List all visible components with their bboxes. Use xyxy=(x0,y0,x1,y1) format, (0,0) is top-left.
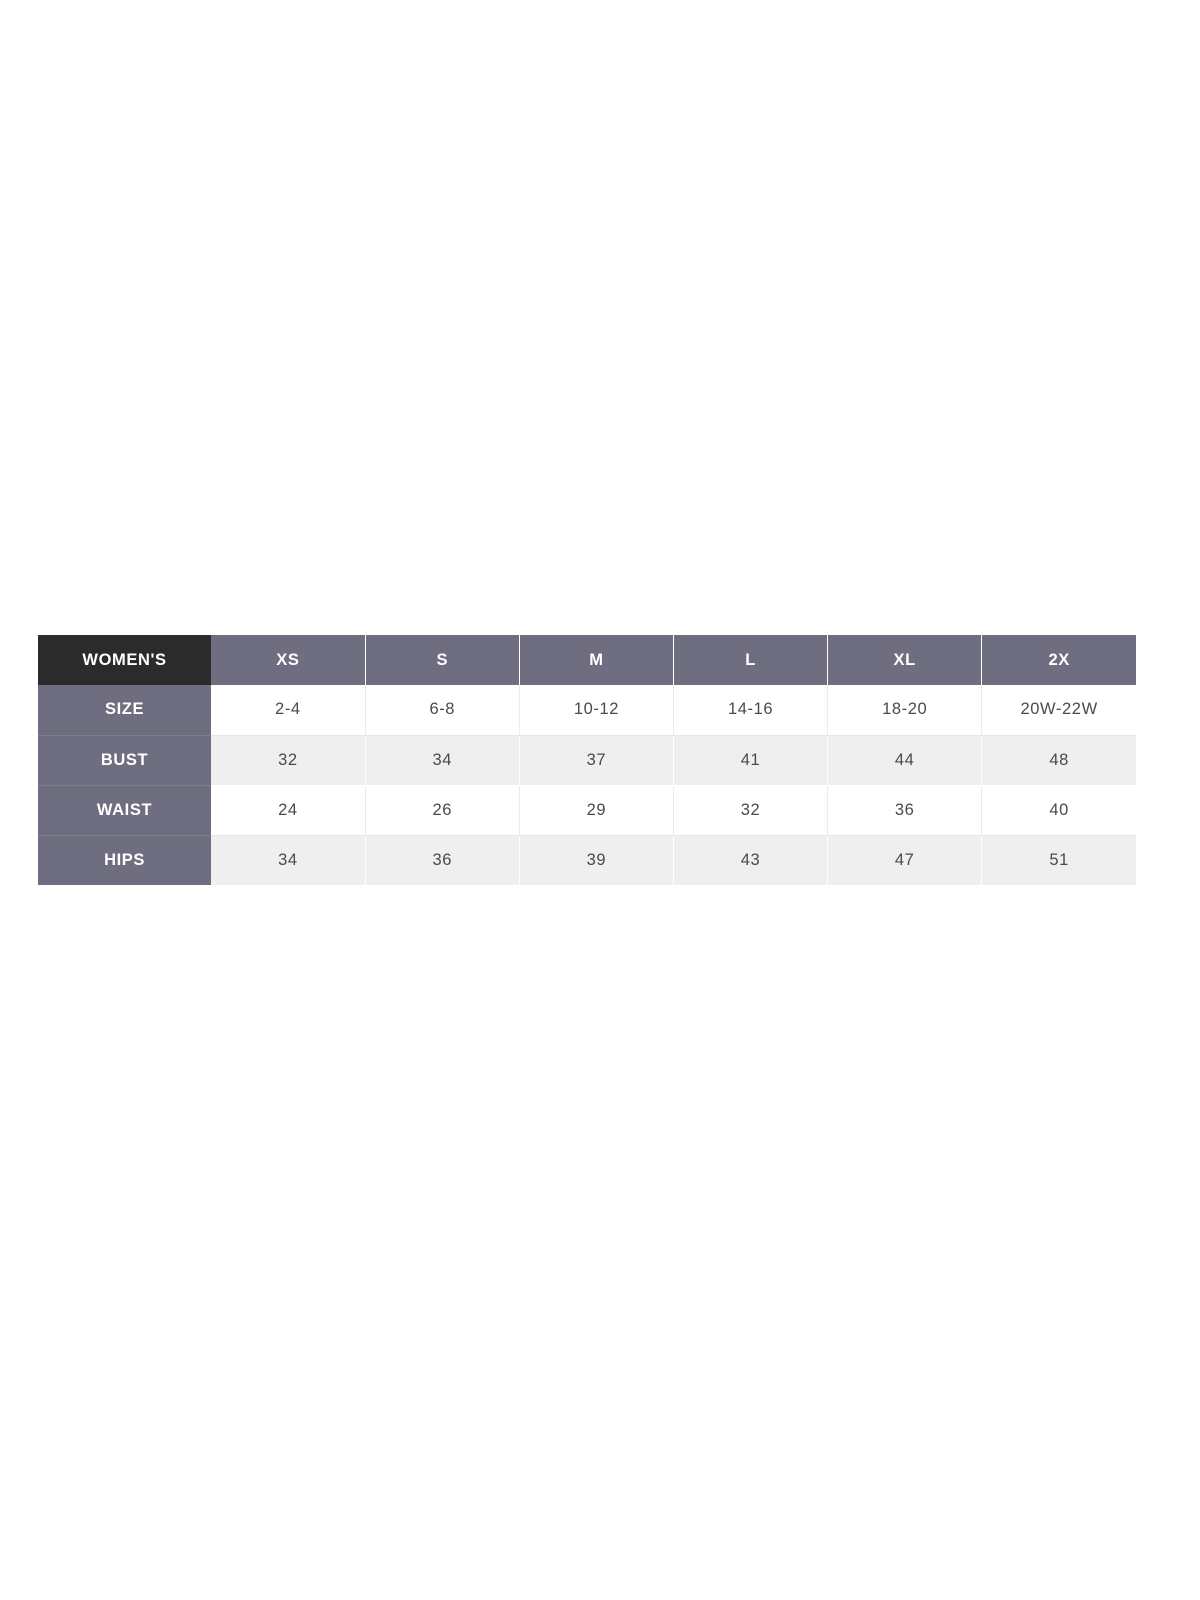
cell-hips-l: 43 xyxy=(673,835,829,886)
cell-size-s: 6-8 xyxy=(365,685,520,736)
cell-bust-s: 34 xyxy=(365,735,520,786)
cell-bust-l: 41 xyxy=(673,735,829,786)
table-row-hips: HIPS 34 36 39 43 47 51 xyxy=(38,835,1136,886)
cell-waist-2x: 40 xyxy=(981,785,1136,836)
table-row-size: SIZE 2-4 6-8 10-12 14-16 18-20 20W-22W xyxy=(38,685,1136,736)
row-label-bust: BUST xyxy=(38,735,212,786)
cell-size-2x: 20W-22W xyxy=(981,685,1136,736)
table-body: SIZE 2-4 6-8 10-12 14-16 18-20 20W-22W B… xyxy=(38,685,1136,886)
column-header-l: L xyxy=(673,635,829,685)
cell-waist-m: 29 xyxy=(519,785,674,836)
cell-size-xs: 2-4 xyxy=(211,685,366,736)
header-row: WOMEN'S XS S M L XL 2X xyxy=(38,635,1136,685)
table-row-waist: WAIST 24 26 29 32 36 40 xyxy=(38,785,1136,836)
cell-size-l: 14-16 xyxy=(673,685,829,736)
cell-bust-m: 37 xyxy=(519,735,674,786)
cell-waist-l: 32 xyxy=(673,785,829,836)
column-header-m: M xyxy=(519,635,674,685)
column-header-xs: XS xyxy=(211,635,366,685)
row-label-size: SIZE xyxy=(38,685,212,736)
cell-waist-xl: 36 xyxy=(827,785,983,836)
cell-waist-xs: 24 xyxy=(211,785,366,836)
cell-size-m: 10-12 xyxy=(519,685,674,736)
cell-hips-2x: 51 xyxy=(981,835,1136,886)
table-row-bust: BUST 32 34 37 41 44 48 xyxy=(38,735,1136,786)
cell-waist-s: 26 xyxy=(365,785,520,836)
row-label-waist: WAIST xyxy=(38,785,212,836)
cell-hips-xl: 47 xyxy=(827,835,983,886)
cell-bust-xs: 32 xyxy=(211,735,366,786)
column-header-xl: XL xyxy=(827,635,983,685)
cell-bust-xl: 44 xyxy=(827,735,983,786)
cell-bust-2x: 48 xyxy=(981,735,1136,786)
cell-hips-s: 36 xyxy=(365,835,520,886)
table-header: WOMEN'S XS S M L XL 2X xyxy=(38,635,1136,685)
womens-size-chart-table: WOMEN'S XS S M L XL 2X SIZE 2-4 6-8 10-1… xyxy=(38,635,1136,886)
cell-size-xl: 18-20 xyxy=(827,685,983,736)
cell-hips-xs: 34 xyxy=(211,835,366,886)
cell-hips-m: 39 xyxy=(519,835,674,886)
table-title-cell: WOMEN'S xyxy=(38,635,212,685)
row-label-hips: HIPS xyxy=(38,835,212,885)
column-header-s: S xyxy=(365,635,520,685)
column-header-2x: 2X xyxy=(981,635,1136,685)
